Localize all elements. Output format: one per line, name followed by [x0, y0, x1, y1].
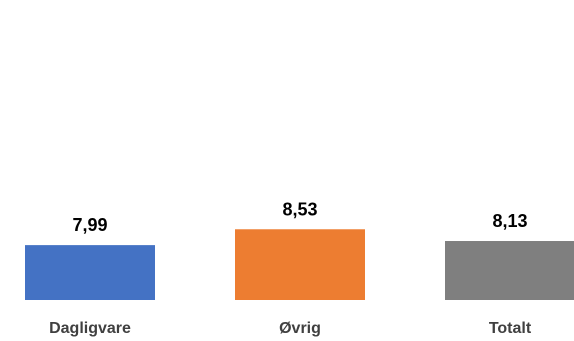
bars-group: [25, 229, 574, 300]
bar-dagligvare: [25, 245, 155, 300]
value-label: 8,13: [492, 211, 527, 231]
category-label: Totalt: [489, 320, 532, 337]
bar-totalt: [445, 241, 574, 300]
value-labels-group: 7,99 8,53 8,13: [72, 199, 527, 235]
value-label: 7,99: [72, 215, 107, 235]
category-label: Øvrig: [279, 320, 321, 337]
category-labels-group: Dagligvare Øvrig Totalt: [49, 320, 532, 337]
value-label: 8,53: [282, 199, 317, 219]
bar-øvrig: [235, 229, 365, 300]
category-label: Dagligvare: [49, 320, 131, 337]
